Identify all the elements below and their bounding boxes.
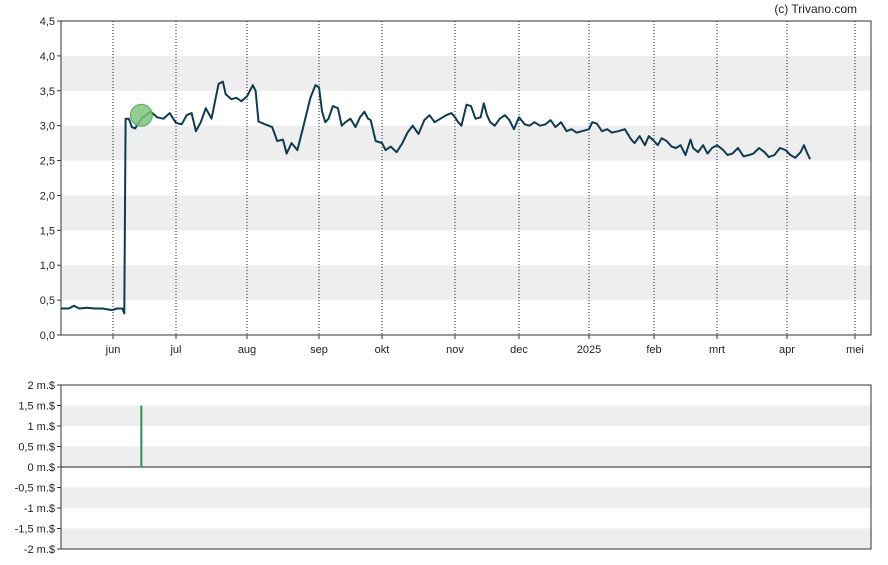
y-tick-label: 1,5 m.$ bbox=[18, 401, 55, 413]
x-tick-label: dec bbox=[510, 344, 528, 356]
y-tick-label: 1,0 bbox=[40, 260, 55, 272]
x-tick-label: feb bbox=[646, 344, 661, 356]
volume-y-ticks: 2 m.$ 1,5 m.$ 1 m.$ 0,5 m.$ 0 m.$ -0,5 m.$ -1 … bbox=[15, 380, 61, 556]
price-month-gridlines bbox=[112, 21, 856, 335]
price-band bbox=[61, 195, 871, 231]
y-tick-label: 2,5 bbox=[40, 156, 55, 168]
y-tick-label: 0 m.$ bbox=[27, 462, 55, 474]
y-tick-label: 2,0 bbox=[40, 190, 55, 202]
x-ticks: jun jul aug sep okt nov dec 2025 feb mrt apr mei bbox=[105, 335, 864, 356]
y-tick-label: 2 m.$ bbox=[27, 380, 55, 392]
y-tick-label: -1,5 m.$ bbox=[15, 524, 55, 536]
y-tick-label: -1 m.$ bbox=[24, 503, 55, 515]
x-tick-label: aug bbox=[238, 344, 256, 356]
volume-band bbox=[61, 487, 871, 508]
y-tick-label: 4,0 bbox=[40, 51, 55, 63]
event-marker bbox=[129, 103, 153, 127]
volume-band bbox=[61, 446, 871, 467]
y-tick-label: 1 m.$ bbox=[27, 421, 55, 433]
y-tick-label: 3,0 bbox=[40, 121, 55, 133]
price-bands bbox=[61, 55, 871, 301]
price-line bbox=[61, 80, 812, 315]
x-tick-label: 2025 bbox=[577, 344, 601, 356]
x-tick-label: jun bbox=[105, 344, 121, 356]
price-band bbox=[61, 265, 871, 301]
volume-band bbox=[61, 405, 871, 426]
copyright-text: (c) Trivano.com bbox=[774, 2, 857, 16]
price-y-ticks: 0,0 0,5 1,0 1,5 2,0 2,5 3,0 3,5 4,0 4,5 bbox=[40, 16, 61, 342]
y-tick-label: 0,5 bbox=[40, 295, 55, 307]
x-tick-label: jul bbox=[169, 344, 181, 356]
y-tick-label: 0,0 bbox=[40, 330, 55, 342]
x-tick-label: nov bbox=[446, 344, 464, 356]
volume-band bbox=[61, 528, 871, 549]
x-tick-label: mei bbox=[846, 344, 864, 356]
x-tick-label: mrt bbox=[709, 344, 725, 356]
y-tick-label: 3,5 bbox=[40, 86, 55, 98]
y-tick-label: 0,5 m.$ bbox=[18, 442, 55, 454]
price-plot-frame bbox=[60, 20, 872, 336]
y-tick-label: -2 m.$ bbox=[24, 544, 55, 556]
volume-bands bbox=[61, 405, 871, 549]
x-tick-label: okt bbox=[375, 344, 390, 356]
x-tick-label: sep bbox=[310, 344, 328, 356]
y-tick-label: -0,5 m.$ bbox=[15, 483, 55, 495]
y-tick-label: 1,5 bbox=[40, 225, 55, 237]
y-tick-label: 4,5 bbox=[40, 16, 55, 28]
price-band bbox=[61, 55, 871, 91]
x-tick-label: apr bbox=[779, 344, 795, 356]
